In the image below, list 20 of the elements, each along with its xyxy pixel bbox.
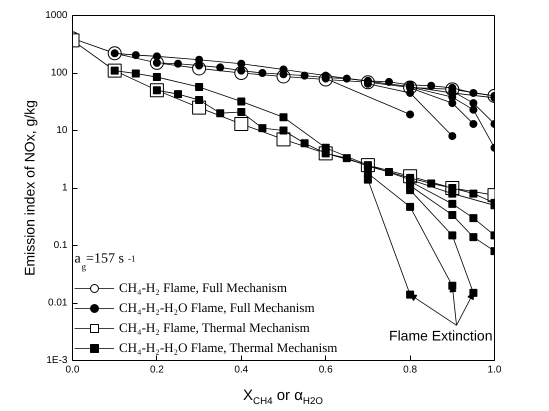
y-tick-label: 1E-3 — [46, 355, 68, 366]
y-tick-label: 0.01 — [48, 298, 68, 308]
y-tick-label: 1 — [62, 182, 68, 194]
legend-label: CH₄-H₂ Flame, Thermal Mechanism — [119, 319, 310, 337]
annotation: Flame Extinction — [389, 328, 492, 344]
x-tick-label: 0.2 — [150, 364, 164, 376]
y-tick-label: 100 — [50, 68, 68, 78]
x-tick-label: 0.4 — [234, 364, 249, 376]
x-tick-label: 0.8 — [403, 364, 418, 376]
x-tick-label: 1.0 — [488, 364, 502, 376]
x-tick-label: 0.0 — [66, 364, 80, 376]
y-tick-label: 1000 — [45, 10, 68, 21]
x-tick-label: 0.6 — [318, 364, 334, 376]
legend-label: CH₄-H₂-H₂O Flame, Thermal Mechanism — [119, 339, 338, 357]
legend-label: CH₄-H₂-H₂O Flame, Full Mechanism — [119, 299, 315, 317]
legend-label: CH₄-H₂ Flame, Full Mechanism — [119, 279, 287, 297]
x-axis-title: X$_{CH4}$ or α$_{H2O}$ — [242, 386, 324, 409]
y-tick-label: 10 — [56, 125, 68, 136]
y-tick-label: 0.1 — [54, 240, 68, 251]
y-axis-title: Emission index of NOx, g/kg — [21, 100, 38, 276]
